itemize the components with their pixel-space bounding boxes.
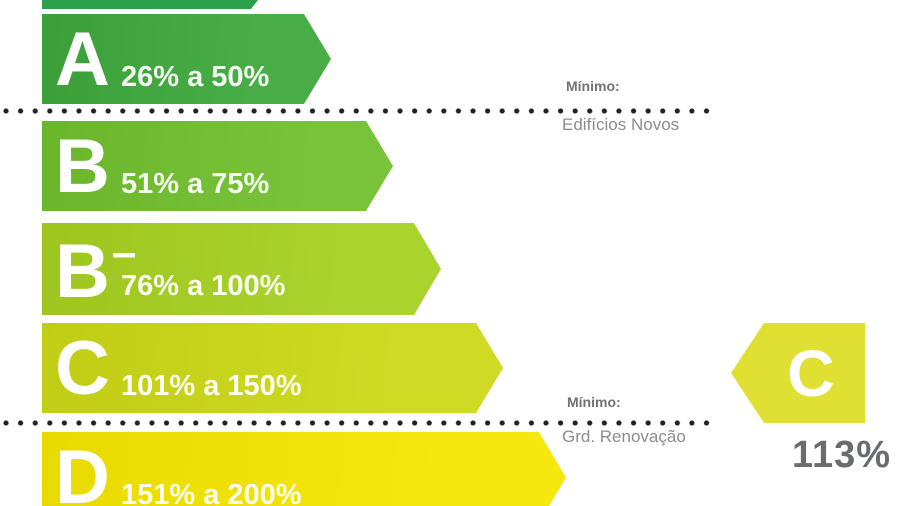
threshold-subtitle-major-renovation: Grd. Renovação xyxy=(562,427,686,446)
rating-range-b-minus: 76% a 100% xyxy=(121,270,286,302)
rating-range-b: 51% a 75% xyxy=(121,168,270,200)
rating-letter-a: A xyxy=(55,17,110,102)
rating-bar-c: C 101% a 150% xyxy=(42,323,503,413)
rating-letter-d: D xyxy=(55,435,110,506)
rating-range-d: 151% a 200% xyxy=(121,479,302,506)
rating-range-a: 26% a 50% xyxy=(121,61,270,93)
result-percentage-value: 113% xyxy=(792,434,892,476)
rating-letter-b: B xyxy=(55,124,110,209)
rating-letter-b-minus: B– xyxy=(55,231,136,310)
threshold-dotted-line-new-buildings xyxy=(3,108,711,114)
threshold-subtitle-new-buildings: Edifícios Novos xyxy=(562,115,680,134)
rating-range-c: 101% a 150% xyxy=(121,370,302,402)
rating-letter-b-minus-base: B xyxy=(55,229,110,314)
threshold-title-new-buildings: Mínimo: xyxy=(566,78,620,94)
rating-bar-a: A 26% a 50% xyxy=(42,14,331,104)
rating-letter-c: C xyxy=(55,326,110,411)
threshold-dotted-line-major-renovation xyxy=(3,420,711,426)
result-class-arrow: C xyxy=(731,323,865,423)
minus-superscript: – xyxy=(111,228,137,277)
result-class-letter: C xyxy=(787,336,835,410)
rating-bar-d: D 151% a 200% xyxy=(42,432,566,506)
rating-bar-b-minus: B– 76% a 100% xyxy=(42,223,441,315)
rating-bar-partial-top xyxy=(42,0,258,9)
rating-bar-b: B 51% a 75% xyxy=(42,121,393,211)
threshold-title-major-renovation: Mínimo: xyxy=(567,394,621,410)
